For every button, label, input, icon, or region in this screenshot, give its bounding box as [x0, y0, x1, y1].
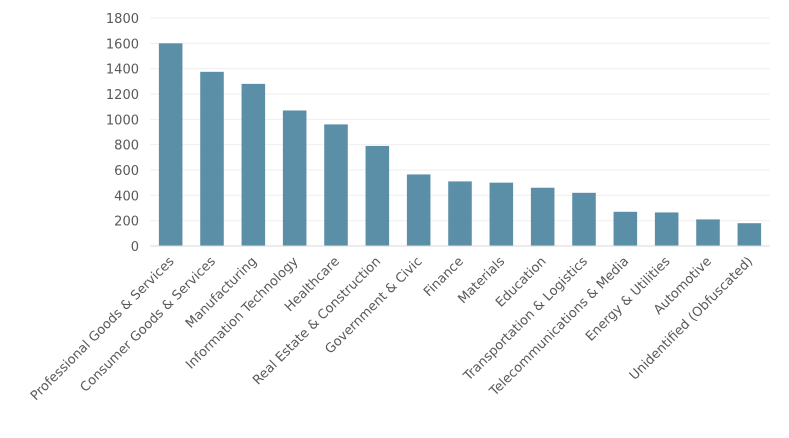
bars	[158, 43, 762, 247]
y-tick-label: 1800	[106, 12, 139, 27]
bar	[489, 182, 514, 246]
bar	[737, 223, 762, 246]
bar	[572, 192, 596, 246]
x-category-label: Professional Goods & Services	[28, 254, 178, 404]
y-tick-label: 200	[114, 215, 139, 230]
bar	[406, 174, 431, 246]
bar	[282, 110, 307, 246]
bar	[241, 83, 266, 246]
bar	[448, 181, 472, 246]
y-tick-label: 1200	[106, 88, 139, 103]
bar	[654, 212, 679, 246]
bar	[613, 211, 638, 246]
y-tick-label: 1600	[106, 37, 139, 52]
y-tick-label: 800	[114, 139, 139, 154]
x-category-label: Manufacturing	[183, 254, 260, 331]
y-tick-label: 1000	[106, 113, 139, 128]
y-axis-ticks: 0 200 400 600 800 1000 1200 1400 1600 1800	[106, 12, 139, 255]
y-tick-label: 1400	[106, 63, 139, 78]
bar	[365, 145, 390, 246]
bar	[200, 71, 224, 246]
y-tick-label: 600	[114, 164, 139, 179]
y-tick-label: 400	[114, 189, 139, 204]
y-tick-label: 0	[131, 240, 139, 255]
bar	[696, 219, 720, 246]
bar	[324, 124, 348, 246]
bar	[530, 187, 555, 246]
bar	[158, 43, 183, 247]
